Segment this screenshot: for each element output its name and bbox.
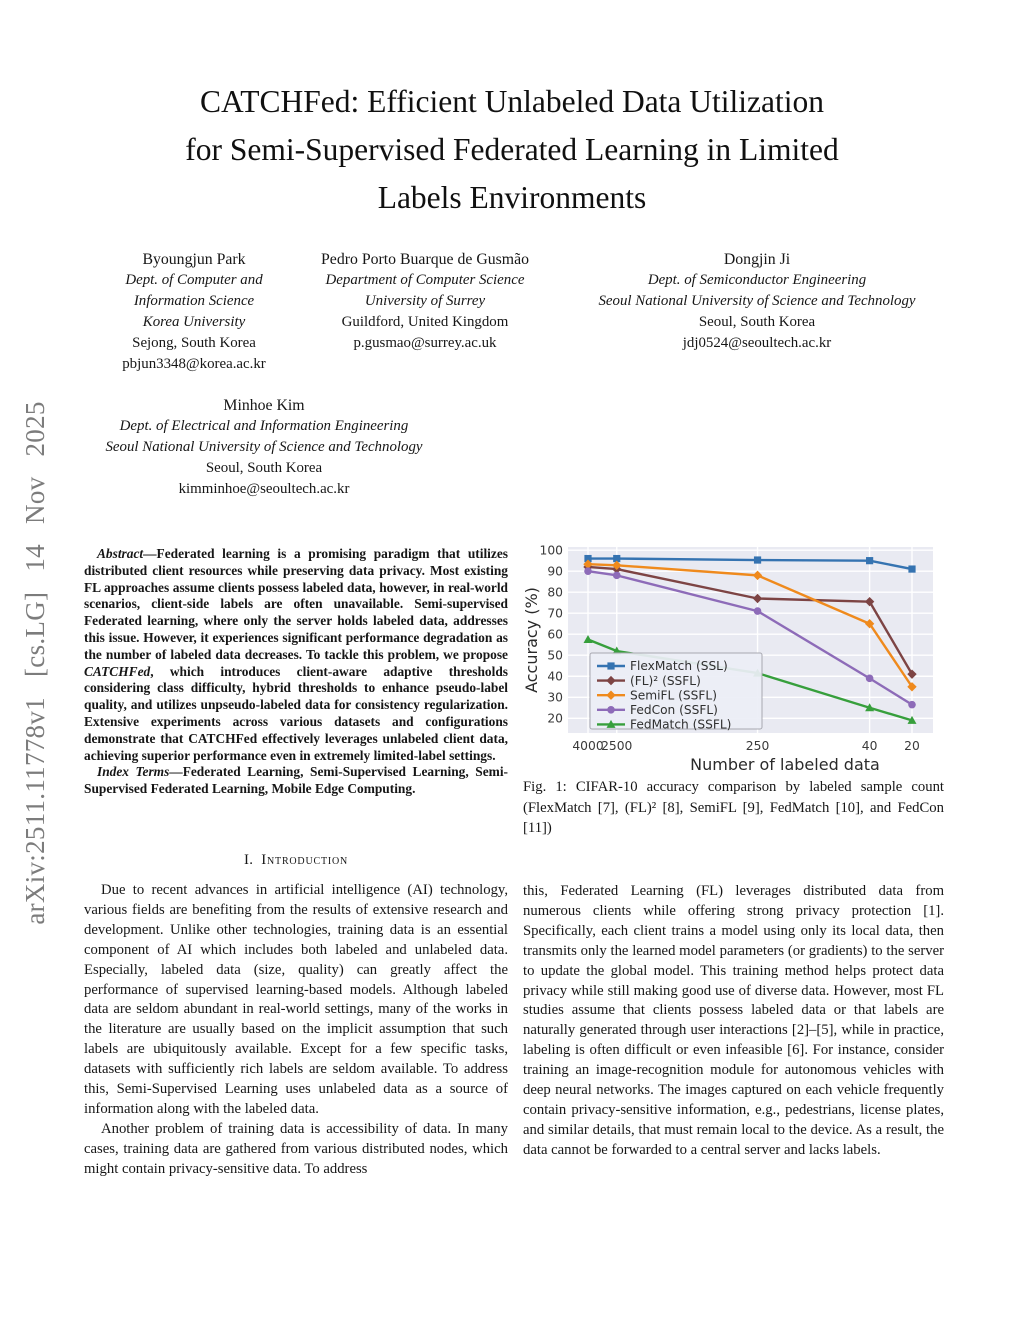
intro-paragraph-1: Due to recent advances in artificial int…	[84, 882, 508, 1117]
author-block-pedro-gusmao: Pedro Porto Buarque de Gusmão Department…	[286, 249, 564, 354]
author-dept-line: Department of Computer Science	[325, 272, 525, 288]
svg-text:Accuracy (%): Accuracy (%)	[522, 587, 541, 693]
author-dept-line: Dept. of Computer and	[125, 272, 263, 288]
svg-text:50: 50	[547, 649, 563, 663]
title-line-2: for Semi-Supervised Federated Learning i…	[185, 132, 839, 167]
right-column-body: this, Federated Learning (FL) leverages …	[523, 882, 944, 1161]
author-dept-line: Dept. of Electrical and Information Engi…	[119, 418, 409, 434]
abstract-catchfed: CATCHFed	[84, 663, 151, 679]
author-dept-line: Dept. of Semiconductor Engineering	[647, 272, 867, 288]
svg-text:FedMatch (SSFL): FedMatch (SSFL)	[630, 718, 731, 732]
abstract-lead: Abstract	[97, 546, 144, 561]
index-terms-lead: Index Terms	[97, 764, 170, 780]
svg-text:40: 40	[547, 670, 563, 684]
author-dept-line: Korea University	[142, 314, 246, 330]
arxiv-watermark: arXiv:2511.11778v1 [cs.LG] 14 Nov 2025	[20, 401, 50, 925]
index-terms-paragraph: Index Terms—Federated Learning, Semi-Sup…	[84, 764, 508, 798]
svg-text:90: 90	[547, 564, 563, 578]
title-line-1: CATCHFed: Efficient Unlabeled Data Utili…	[199, 84, 825, 119]
abstract-text-pre: —Federated learning is a promising parad…	[84, 546, 508, 662]
author-dept-line: University of Surrey	[364, 293, 486, 309]
author-email: kimminhoe@seoultech.ac.kr	[178, 481, 350, 497]
svg-text:40: 40	[862, 739, 878, 753]
svg-text:20: 20	[547, 712, 563, 726]
figure-1-caption: Fig. 1: CIFAR-10 accuracy comparison by …	[523, 779, 944, 837]
figure-1-chart: 20 30 40 50 60 70 80 90 100 4000 2500 250 40 20 FlexMa…	[521, 543, 973, 776]
section-title: Introduction	[261, 852, 349, 868]
svg-text:30: 30	[547, 691, 563, 705]
intro-paragraph-2: Another problem of training data is acce…	[84, 1120, 508, 1177]
author-dept-line: Seoul National University of Science and…	[598, 293, 916, 309]
author-name: Pedro Porto Buarque de Gusmão	[321, 251, 529, 268]
intro-paragraph-3: this, Federated Learning (FL) leverages …	[523, 883, 944, 1158]
svg-text:2500: 2500	[601, 739, 632, 753]
svg-text:FedCon (SSFL): FedCon (SSFL)	[630, 703, 718, 717]
svg-text:70: 70	[547, 607, 563, 621]
author-email: jdj0524@seoultech.ac.kr	[682, 335, 832, 351]
section-heading-introduction: I. Introduction	[84, 852, 508, 869]
author-block-minhoe-kim: Minhoe Kim Dept. of Electrical and Infor…	[79, 395, 449, 500]
abstract-section: Abstract—Federated learning is a promisi…	[84, 546, 508, 798]
paper-title: CATCHFed: Efficient Unlabeled Data Utili…	[60, 78, 964, 222]
author-block-byoungjun-park: Byoungjun Park Dept. of Computer and Inf…	[84, 249, 304, 375]
abstract-text-post: , which introduces client-aware adaptive…	[84, 663, 508, 763]
svg-text:(FL)² (SSFL): (FL)² (SSFL)	[630, 674, 701, 688]
author-dept-line: Information Science	[133, 293, 255, 309]
author-email: p.gusmao@surrey.ac.uk	[353, 335, 497, 351]
author-name: Minhoe Kim	[223, 397, 305, 414]
author-city: Seoul, South Korea	[205, 460, 323, 476]
svg-text:100: 100	[540, 543, 563, 557]
title-line-3: Labels Environments	[377, 180, 647, 215]
svg-text:Number of labeled data: Number of labeled data	[690, 755, 880, 774]
svg-text:80: 80	[547, 585, 563, 599]
author-city: Sejong, South Korea	[132, 335, 256, 351]
svg-text:60: 60	[547, 628, 563, 642]
svg-text:FlexMatch (SSL): FlexMatch (SSL)	[630, 659, 728, 673]
svg-text:4000: 4000	[572, 739, 603, 753]
author-name: Byoungjun Park	[142, 251, 246, 268]
svg-text:250: 250	[746, 739, 769, 753]
section-number: I.	[243, 852, 254, 868]
left-column-body: Due to recent advances in artificial int…	[84, 881, 508, 1180]
author-dept-line: Seoul National University of Science and…	[105, 439, 423, 455]
svg-text:20: 20	[904, 739, 920, 753]
author-block-dongjin-ji: Dongjin Ji Dept. of Semiconductor Engine…	[558, 249, 956, 354]
author-city: Seoul, South Korea	[698, 314, 816, 330]
author-name: Dongjin Ji	[723, 251, 791, 268]
author-email: pbjun3348@korea.ac.kr	[122, 356, 266, 372]
author-city: Guildford, United Kingdom	[341, 314, 509, 330]
abstract-paragraph: Abstract—Federated learning is a promisi…	[84, 546, 508, 764]
index-terms-text: —Federated Learning, Semi-Supervised Lea…	[84, 764, 508, 797]
svg-text:SemiFL (SSFL): SemiFL (SSFL)	[630, 688, 717, 702]
